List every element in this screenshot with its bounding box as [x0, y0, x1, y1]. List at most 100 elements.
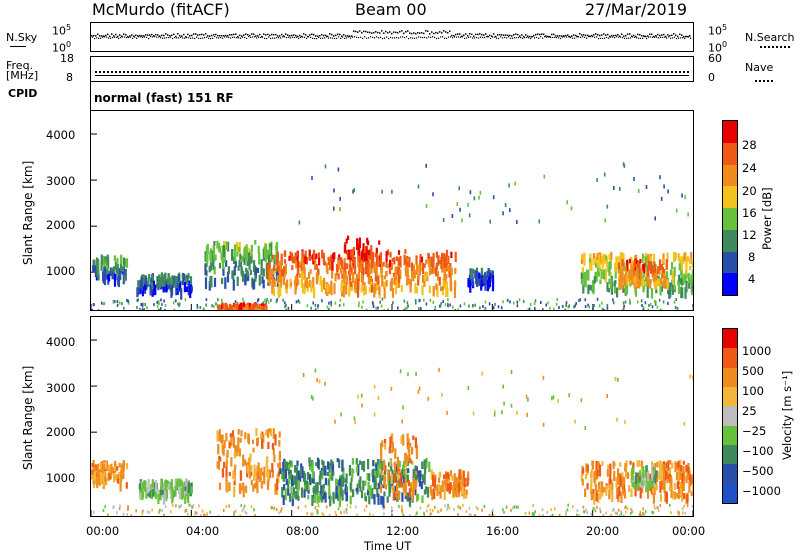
nsky-point [145, 34, 147, 36]
velocity-echo-cell [226, 481, 229, 493]
power-echo-cell [360, 274, 363, 283]
velocity-echo-cell [581, 479, 584, 486]
power-sparse-echo [461, 218, 463, 223]
power-echo-cell [300, 262, 303, 273]
nsky-point [459, 33, 461, 35]
power-echo-cell [624, 276, 627, 286]
nsky-point [551, 33, 553, 36]
power-echo-cell [391, 288, 395, 298]
power-echo-cell [245, 244, 248, 251]
velocity-speckle [624, 506, 626, 510]
power-echo-cell [204, 251, 207, 262]
power-sparse-echo [516, 220, 518, 225]
power-sparse-echo [425, 203, 428, 208]
velocity-echo-cell [184, 492, 187, 504]
velocity-echo-cell [239, 470, 242, 481]
nsky-point [219, 35, 221, 37]
power-speckle [362, 300, 364, 304]
velocity-echo-cell [640, 460, 644, 467]
power-speckle [357, 304, 360, 308]
power-speckle [642, 306, 645, 310]
power-echo-cell [268, 247, 271, 254]
power-echo-cell [435, 266, 438, 277]
velocity-echo-cell [236, 446, 239, 453]
velocity-echo-cell [439, 487, 442, 497]
power-speckle [265, 300, 267, 304]
power-speckle [243, 300, 245, 304]
power-echo-cell [671, 270, 674, 279]
power-sparse-echo [543, 174, 546, 179]
velocity-echo-cell [326, 472, 329, 476]
power-echo-cell [365, 258, 368, 264]
power-echo-cell [256, 267, 260, 273]
power-echo-cell [279, 276, 282, 288]
nsearch-point [400, 36, 402, 38]
nsky-point [269, 34, 271, 37]
power-ytick-1000: 1000 [46, 264, 76, 278]
power-echo-cell [428, 258, 431, 267]
power-echo-cell [361, 264, 364, 274]
nsearch-point [522, 37, 524, 39]
velocity-echo-cell [372, 475, 375, 483]
nsearch-point [160, 37, 162, 39]
velocity-speckle [142, 509, 145, 513]
nsearch-point [474, 37, 476, 39]
velocity-speckle [192, 503, 195, 507]
power-echo-cell [422, 262, 425, 274]
power-echo-cell [189, 287, 192, 299]
nsky-point [315, 35, 317, 37]
nsearch-point [396, 37, 398, 39]
power-echo-cell [616, 257, 619, 268]
velocity-echo-cell [101, 463, 104, 469]
nsearch-point [302, 36, 304, 38]
power-echo-cell [677, 253, 680, 261]
velocity-sparse-echo [353, 416, 356, 421]
power-speckle [418, 307, 420, 310]
power-echo-cell [666, 252, 669, 263]
power-echo-cell [270, 271, 273, 278]
velocity-echo-cell [395, 464, 398, 472]
power-echo-cell [483, 274, 486, 282]
nsearch-point [190, 37, 192, 39]
nsearch-point [284, 36, 286, 38]
nsky-point [283, 35, 285, 37]
power-echo-cell [253, 260, 256, 273]
nsky-point [303, 33, 305, 35]
nsky-point [527, 35, 529, 37]
nsearch-point [538, 37, 540, 39]
power-speckle [540, 301, 542, 304]
power-echo-cell [327, 256, 330, 261]
nsearch-point [518, 36, 520, 39]
nsky-point [163, 34, 165, 37]
power-echo-cell [363, 287, 366, 296]
power-speckle [596, 297, 599, 301]
power-sparse-echo [473, 196, 476, 201]
velocity-echo-cell [303, 481, 306, 491]
velocity-echo-cell [590, 478, 593, 487]
power-echo-cell [419, 266, 422, 272]
velocity-echo-cell [291, 495, 294, 507]
power-sparse-echo [352, 189, 354, 194]
velocity-echo-cell [336, 479, 339, 485]
velocity-echo-cell [580, 474, 583, 482]
nsky-point [355, 30, 357, 33]
velocity-sparse-echo [580, 398, 583, 403]
nsearch-point [406, 36, 408, 38]
nsearch-legend-line [760, 46, 790, 48]
velocity-echo-cell [100, 472, 103, 484]
velocity-echo-cell [282, 471, 285, 482]
nsky-point [169, 35, 171, 37]
nsky-point [211, 34, 213, 37]
velocity-speckle [483, 504, 486, 508]
nsky-point [543, 33, 545, 35]
power-speckle [484, 300, 487, 304]
nsearch-point [592, 36, 594, 38]
nsky-point [541, 33, 543, 35]
nsky-point [595, 33, 597, 35]
velocity-echo-cell [175, 481, 178, 490]
power-speckle [217, 298, 219, 302]
velocity-echo-cell [466, 477, 469, 487]
power-echo-cell [338, 260, 341, 270]
power-echo-cell [262, 268, 265, 277]
velocity-echo-cell [263, 466, 266, 478]
